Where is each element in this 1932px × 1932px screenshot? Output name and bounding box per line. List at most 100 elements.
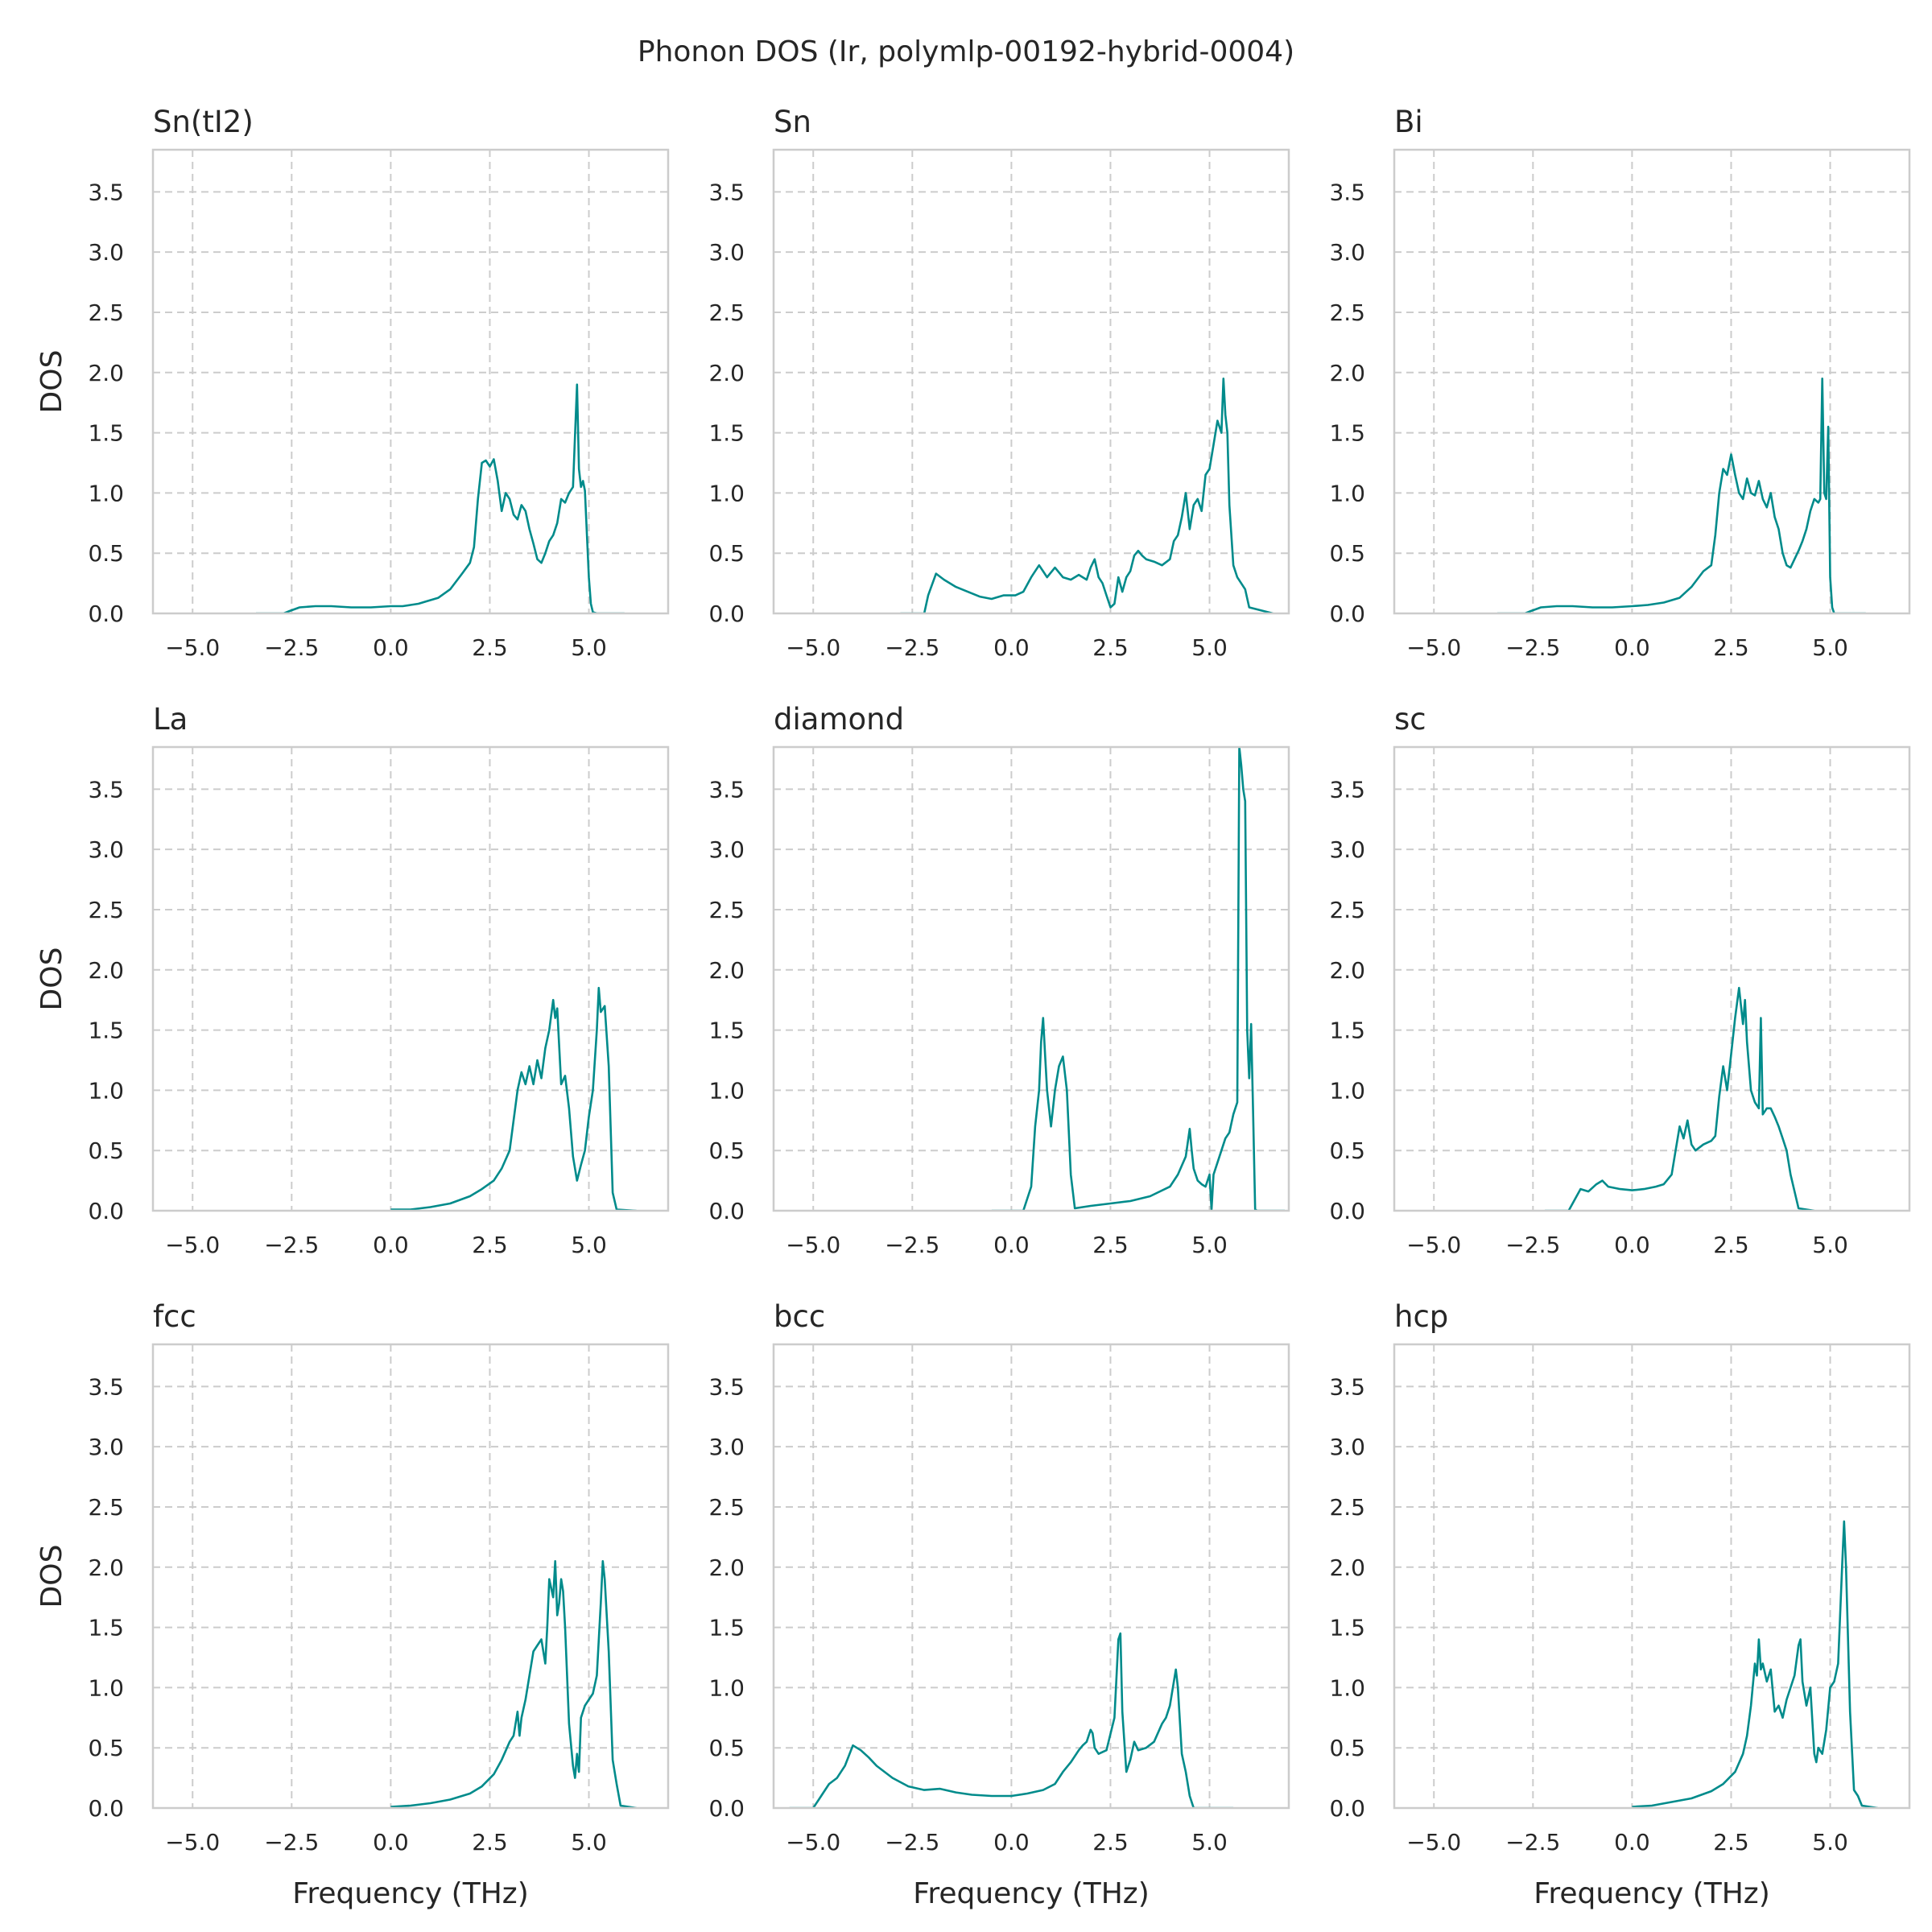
axes-frame [772, 745, 1290, 1212]
dos-panel: sc −5.0 −2.5 0.0 2.5 5.0 0.0 0.5 1.0 1.5 2.0 2.5 3.0… [1329, 702, 1911, 1258]
dos-series-line [1497, 377, 1866, 613]
y-tick-label: 3.5 [1329, 179, 1365, 205]
panel-title: sc [1394, 702, 1426, 737]
x-tick-label: 2.5 [472, 634, 508, 661]
panel-title: hcp [1394, 1299, 1448, 1334]
x-tick-label: −5.0 [786, 1232, 840, 1258]
x-tick-label: 2.5 [1713, 1829, 1749, 1856]
x-tick-label: −2.5 [1505, 634, 1560, 661]
x-tick-label: 5.0 [1191, 634, 1228, 661]
y-tick-label: 2.0 [1329, 1554, 1365, 1581]
y-axis-label: DOS [35, 947, 68, 1011]
x-tick-label: −5.0 [165, 1232, 220, 1258]
axes-frame [1393, 148, 1911, 615]
dos-panel: Sn(tI2) −5.0 −2.5 0.0 2.5 5.0 0.0 0.5 1.0 1.5 2.0 2… [35, 105, 670, 661]
y-tick-label: 2.0 [708, 360, 745, 386]
y-tick-label: 3.5 [708, 179, 745, 205]
y-tick-label: 2.0 [708, 1554, 745, 1581]
y-tick-label: 3.5 [708, 776, 745, 803]
axes-frame [151, 745, 670, 1212]
y-tick-label: 1.0 [88, 1674, 124, 1701]
y-tick-label: 3.5 [88, 1373, 124, 1400]
dos-panel: fcc −5.0 −2.5 0.0 2.5 5.0 0.0 0.5 1.0 1.5 2.0 2.5 3.… [35, 1299, 670, 1910]
y-tick-label: 2.0 [88, 1554, 124, 1581]
x-tick-label: 5.0 [1191, 1232, 1228, 1258]
x-tick-label: 5.0 [1812, 1232, 1848, 1258]
x-tick-label: 0.0 [993, 634, 1030, 661]
x-tick-label: 2.5 [1092, 634, 1129, 661]
y-tick-label: 0.0 [1329, 601, 1365, 627]
y-tick-label: 2.0 [88, 957, 124, 984]
y-tick-label: 0.0 [88, 1795, 124, 1822]
y-tick-label: 0.5 [708, 1735, 745, 1761]
y-axis-label: DOS [35, 1545, 68, 1608]
x-tick-label: 5.0 [1191, 1829, 1228, 1856]
x-tick-label: −2.5 [885, 1829, 939, 1856]
x-tick-label: 5.0 [1812, 1829, 1848, 1856]
panel-grid: Sn(tI2) −5.0 −2.5 0.0 2.5 5.0 0.0 0.5 1.0 1.5 2.0 2… [35, 105, 1911, 1910]
dos-series-line [256, 383, 625, 613]
axes-frame [151, 148, 670, 615]
y-tick-label: 2.5 [88, 1494, 124, 1521]
y-tick-label: 3.5 [1329, 1373, 1365, 1400]
y-tick-label: 2.5 [708, 1494, 745, 1521]
y-tick-label: 0.0 [88, 1198, 124, 1224]
y-tick-label: 3.0 [1329, 1434, 1365, 1460]
x-tick-label: −2.5 [264, 1829, 319, 1856]
y-tick-label: 2.0 [1329, 957, 1365, 984]
y-tick-label: 0.5 [708, 1137, 745, 1164]
y-tick-label: 0.0 [708, 1198, 745, 1224]
axes-frame [772, 1343, 1290, 1810]
x-tick-label: 2.5 [1092, 1232, 1129, 1258]
y-tick-label: 1.0 [708, 480, 745, 506]
x-tick-label: 5.0 [571, 1232, 607, 1258]
y-tick-label: 1.5 [88, 1018, 124, 1044]
x-tick-label: 0.0 [1614, 1232, 1650, 1258]
y-tick-label: 0.0 [708, 601, 745, 627]
y-tick-label: 3.0 [88, 239, 124, 266]
y-tick-label: 2.5 [88, 897, 124, 923]
dos-series-line [900, 377, 1274, 613]
dos-panel: bcc −5.0 −2.5 0.0 2.5 5.0 0.0 0.5 1.0 1.5 2.0 2.5 3.… [708, 1299, 1290, 1910]
x-tick-label: −2.5 [264, 1232, 319, 1258]
y-tick-label: 0.5 [1329, 1735, 1365, 1761]
x-tick-label: −2.5 [885, 634, 939, 661]
x-tick-label: −5.0 [1406, 1829, 1461, 1856]
axes-frame [1393, 745, 1911, 1212]
y-tick-label: 0.5 [1329, 540, 1365, 567]
x-tick-label: 0.0 [373, 1232, 409, 1258]
y-tick-label: 0.0 [1329, 1795, 1365, 1822]
y-tick-label: 0.0 [88, 601, 124, 627]
y-tick-label: 3.0 [88, 836, 124, 863]
y-tick-label: 0.0 [1329, 1198, 1365, 1224]
x-axis-label: Frequency (THz) [1534, 1877, 1769, 1910]
panel-title: Bi [1394, 105, 1423, 139]
panel-title: diamond [774, 702, 904, 737]
y-tick-label: 1.5 [1329, 1615, 1365, 1641]
y-tick-label: 3.0 [708, 836, 745, 863]
panel-title: bcc [774, 1299, 825, 1334]
y-tick-label: 2.5 [1329, 1494, 1365, 1521]
x-tick-label: 0.0 [1614, 1829, 1650, 1856]
dos-series-line [1632, 1520, 1878, 1808]
x-tick-label: −5.0 [786, 634, 840, 661]
dos-series-line [991, 747, 1286, 1211]
x-tick-label: 2.5 [1713, 1232, 1749, 1258]
dos-panel: diamond −5.0 −2.5 0.0 2.5 5.0 0.0 0.5 1.0 1.5 2.0 2… [708, 702, 1290, 1258]
x-tick-label: 2.5 [472, 1232, 508, 1258]
y-tick-label: 1.0 [88, 480, 124, 506]
dos-panel: Bi −5.0 −2.5 0.0 2.5 5.0 0.0 0.5 1.0 1.5 2.0 2.5 3.0… [1329, 105, 1911, 661]
axes-frame [151, 1343, 670, 1810]
y-tick-label: 0.5 [88, 1137, 124, 1164]
x-tick-label: −5.0 [165, 1829, 220, 1856]
x-tick-label: −2.5 [885, 1232, 939, 1258]
y-tick-label: 0.5 [88, 540, 124, 567]
dos-series-line [789, 1632, 1234, 1808]
y-tick-label: 2.5 [708, 299, 745, 326]
y-tick-label: 1.5 [708, 1018, 745, 1044]
y-tick-label: 2.0 [708, 957, 745, 984]
x-axis-label: Frequency (THz) [913, 1877, 1149, 1910]
y-tick-label: 1.0 [708, 1077, 745, 1104]
y-axis-label: DOS [35, 350, 68, 414]
y-tick-label: 1.5 [1329, 420, 1365, 447]
